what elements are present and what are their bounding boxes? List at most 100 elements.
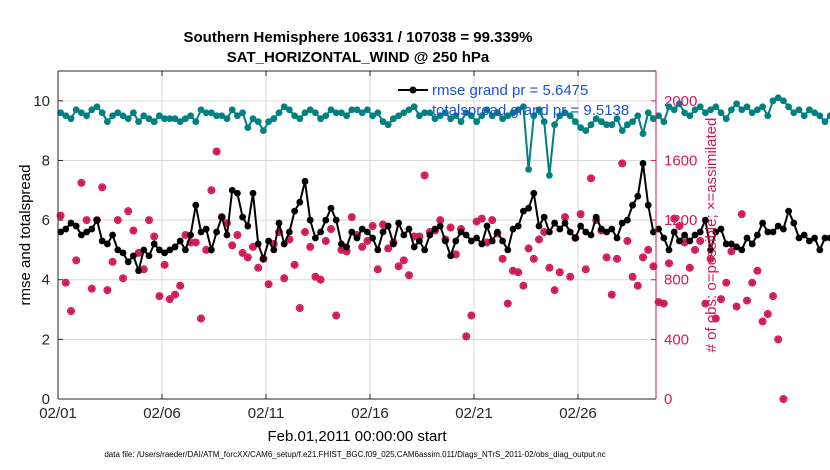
obs-assimilated-point <box>623 237 631 245</box>
obs-assimilated-point <box>540 228 548 236</box>
totalspread-point <box>592 115 600 123</box>
rmse-point <box>468 237 475 245</box>
obs-assimilated-point <box>109 258 117 266</box>
rmse-point <box>613 234 621 242</box>
totalspread-point <box>192 118 200 126</box>
totalspread-point <box>322 112 330 120</box>
totalspread-point <box>239 109 247 117</box>
obs-assimilated-point <box>410 232 418 241</box>
obs-assimilated-point <box>62 279 70 287</box>
obs-assimilated-point <box>275 228 283 236</box>
rmse-point <box>145 252 153 260</box>
y-right-tick-label: 400 <box>664 331 689 348</box>
rmse-point <box>499 237 506 245</box>
rmse-point <box>218 213 226 221</box>
totalspread-point <box>702 109 709 117</box>
rmse-point <box>260 255 267 263</box>
rmse-point <box>691 231 699 239</box>
rmse-point <box>109 231 116 239</box>
obs-assimilated-point <box>545 264 553 272</box>
rmse-point <box>416 237 423 245</box>
totalspread-point <box>223 115 231 123</box>
totalspread-point <box>806 106 813 114</box>
x-tick-label: 02/26 <box>559 405 597 422</box>
totalspread-point <box>405 106 413 114</box>
totalspread-point <box>618 127 626 135</box>
totalspread-point <box>717 109 725 117</box>
totalspread-point <box>67 115 75 123</box>
totalspread-point <box>769 97 777 105</box>
obs-assimilated-point <box>77 179 85 187</box>
axes: 02/01 02/06 02/11 02/16 02/21 02/26 0 2 4 6 8 10 0 40… <box>33 70 697 422</box>
obs-assimilated-point <box>467 311 475 320</box>
totalspread-point <box>234 112 241 120</box>
totalspread-point <box>790 109 798 117</box>
obs-assimilated-point <box>114 216 122 224</box>
totalspread-point <box>478 112 486 120</box>
legend-spread-label: totalspread grand pr = 9.5138 <box>432 102 629 119</box>
obs-assimilated-point <box>176 282 184 290</box>
obs-assimilated-point <box>473 217 481 226</box>
rmse-point <box>655 225 662 233</box>
totalspread-point <box>228 106 236 114</box>
rmse-point <box>707 246 714 254</box>
totalspread-point <box>280 103 288 111</box>
rmse-point <box>811 234 818 242</box>
totalspread-point <box>312 109 319 117</box>
rmse-point <box>556 225 564 233</box>
x-axis-label: Feb.01,2011 00:00:00 start <box>267 428 447 445</box>
rmse-point <box>759 219 766 227</box>
y-right-tick-label: 1600 <box>664 152 697 169</box>
rmse-point <box>426 231 434 239</box>
obs-assimilated-point <box>712 314 720 323</box>
obs-assimilated-point <box>171 291 179 299</box>
rmse-point <box>275 219 283 227</box>
totalspread-point <box>62 112 70 120</box>
x-tick-label: 02/06 <box>143 405 181 422</box>
totalspread-point <box>525 166 532 173</box>
obs-assimilated-point <box>551 286 559 294</box>
totalspread-point <box>332 109 340 117</box>
rmse-point <box>712 228 720 236</box>
obs-assimilated-point <box>509 267 517 275</box>
rmse-point <box>338 240 345 248</box>
rmse-point <box>618 219 626 227</box>
rmse-point <box>494 228 501 236</box>
rmse-point <box>317 228 324 236</box>
y-left-tick-label: 6 <box>42 212 50 229</box>
obs-assimilated-point <box>733 302 741 311</box>
totalspread-point <box>577 124 584 132</box>
rmse-point <box>728 240 735 248</box>
series-layer <box>56 94 830 403</box>
rmse-point <box>488 237 496 245</box>
obs-assimilated-point <box>530 255 538 263</box>
totalspread-point <box>551 121 558 129</box>
obs-assimilated-point <box>119 274 127 282</box>
rmse-point <box>130 252 137 260</box>
rmse-point <box>592 213 600 221</box>
obs-assimilated-point <box>764 310 772 318</box>
totalspread-point <box>208 109 215 117</box>
totalspread-point <box>72 106 80 114</box>
rmse-point <box>587 231 595 239</box>
rmse-point <box>473 234 480 242</box>
rmse-point <box>83 228 90 236</box>
y-left-tick-label: 0 <box>42 391 50 408</box>
obs-assimilated-point <box>223 219 231 227</box>
obs-assimilated-point <box>197 314 205 323</box>
obs-assimilated-point <box>696 237 704 245</box>
rmse-point <box>717 225 725 233</box>
totalspread-point <box>291 112 298 120</box>
totalspread-point <box>468 112 475 120</box>
totalspread-point <box>187 112 195 120</box>
rmse-point <box>676 237 683 245</box>
totalspread-point <box>520 103 527 111</box>
totalspread-point <box>530 112 538 120</box>
rmse-point <box>223 231 231 239</box>
rmse-point <box>629 201 636 209</box>
obs-assimilated-point <box>207 186 215 194</box>
totalspread-point <box>374 109 382 117</box>
rmse-point <box>140 246 148 254</box>
rmse-point <box>702 216 709 224</box>
rmse-point <box>161 249 169 257</box>
